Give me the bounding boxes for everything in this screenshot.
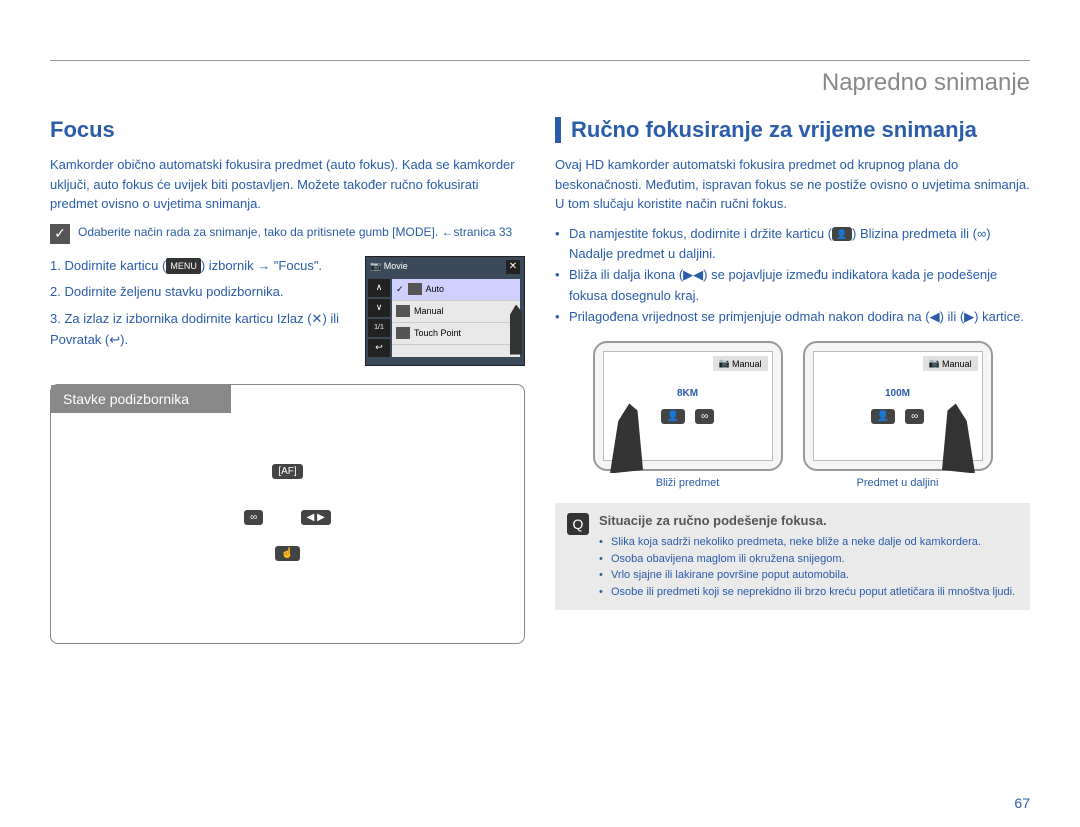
- camera-screen: 📷 Movie ✕ ∧ ∨ 1/1 ↩ ✓Auto Manual Touch P…: [365, 256, 525, 366]
- menu-item-manual[interactable]: Manual: [392, 301, 520, 323]
- device-near-caption: Bliži predmet: [593, 477, 783, 489]
- page-header: Napredno snimanje: [50, 69, 1030, 97]
- bullet-1: Da namjestite fokus, dodirnite i držite …: [555, 224, 1030, 266]
- up-icon[interactable]: ∧: [368, 279, 390, 297]
- device-far: 📷 Manual 100M 👤 ∞ Predmet u daljini: [803, 341, 993, 489]
- menu-manual-label: Manual: [414, 306, 444, 316]
- tip-4: Osobe ili predmeti koji se neprekidno il…: [599, 584, 1018, 601]
- bullet-3: Prilagođena vrijednost se primjenjuje od…: [555, 307, 1030, 328]
- far-right-icon[interactable]: ∞: [905, 409, 924, 424]
- bullet-2: Bliža ili dalja ikona (▶◀) se pojavljuje…: [555, 265, 1030, 307]
- bullet-list: Da namjestite fokus, dodirnite i držite …: [555, 224, 1030, 328]
- far-left-icon[interactable]: 👤: [871, 409, 895, 424]
- tips-box: Q Situacije za ručno podešenje fokusa. S…: [555, 503, 1030, 610]
- menu-tag-icon: MENU: [166, 258, 201, 274]
- device-far-value: 100M: [885, 388, 910, 399]
- af-pill-icon: [AF]: [272, 464, 302, 479]
- tip-3: Vrlo sjajne ili lakirane površine poput …: [599, 567, 1018, 584]
- tips-title: Situacije za ručno podešenje fokusa.: [599, 513, 1018, 528]
- right-column: Ručno fokusiranje za vrijeme snimanja Ov…: [555, 117, 1030, 644]
- device-near-label: 📷 Manual: [713, 356, 768, 371]
- person-inline-icon: 👤: [832, 227, 852, 241]
- step-3: 3. Za izlaz iz izbornika dodirnite karti…: [50, 309, 353, 351]
- step1-post: ) izbornik → "Focus".: [201, 258, 322, 273]
- note-text: Odaberite način rada za snimanje, tako d…: [78, 224, 512, 244]
- near-right-icon[interactable]: ∞: [695, 409, 714, 424]
- left-heading: Focus: [50, 117, 525, 143]
- right-p1: Ovaj HD kamkorder automatski fokusira pr…: [555, 155, 1030, 214]
- tips-icon: Q: [567, 513, 589, 535]
- device-near-value: 8KM: [677, 388, 698, 399]
- step3-text: Za izlaz iz izbornika dodirnite karticu …: [50, 311, 339, 347]
- touch-icon: [396, 327, 410, 339]
- infinity-pill-icon: ∞: [244, 510, 263, 525]
- left-intro: Kamkorder obično automatski fokusira pre…: [50, 155, 525, 214]
- step-1: 1. Dodirnite karticu (MENU) izbornik → "…: [50, 256, 353, 277]
- screen-movie-label: 📷 Movie: [370, 261, 408, 272]
- close-icon[interactable]: ✕: [506, 260, 520, 274]
- menu-item-touch[interactable]: Touch Point: [392, 323, 520, 345]
- step-2: 2. Dodirnite željenu stavku podizbornika…: [50, 282, 353, 303]
- step1-pre: Dodirnite karticu (: [64, 258, 166, 273]
- device-far-label: 📷 Manual: [923, 356, 978, 371]
- touch-pill-icon: ☝: [275, 546, 299, 561]
- auto-icon: [408, 283, 422, 295]
- page-number: 67: [1014, 795, 1030, 811]
- check-icon: ✓: [50, 224, 70, 244]
- heading-bar: [555, 117, 561, 143]
- near-left-icon[interactable]: 👤: [661, 409, 685, 424]
- left-column: Focus Kamkorder obično automatski fokusi…: [50, 117, 525, 644]
- menu-item-auto[interactable]: ✓Auto: [392, 279, 520, 301]
- header-divider: [50, 60, 1030, 61]
- menu-touch-label: Touch Point: [414, 328, 461, 338]
- sub-box-title: Stavke podizbornika: [51, 385, 231, 413]
- manual-icon: [396, 305, 410, 317]
- step2-text: Dodirnite željenu stavku podizbornika.: [64, 284, 283, 299]
- steps-list: 1. Dodirnite karticu (MENU) izbornik → "…: [50, 256, 353, 357]
- sub-items-box: Stavke podizbornika [AF] ∞ ◀ ▶ ☝: [50, 384, 525, 644]
- device-near: 📷 Manual 8KM 👤 ∞ Bliži predmet: [593, 341, 783, 489]
- device-far-caption: Predmet u daljini: [803, 477, 993, 489]
- note-row: ✓ Odaberite način rada za snimanje, tako…: [50, 224, 525, 244]
- tip-1: Slika koja sadrži nekoliko predmeta, nek…: [599, 534, 1018, 551]
- nav-pill-icon: ◀ ▶: [301, 510, 331, 525]
- down-icon[interactable]: ∨: [368, 299, 390, 317]
- page-indicator: 1/1: [368, 319, 390, 337]
- tip-2: Osoba obavijena maglom ili okružena snij…: [599, 551, 1018, 568]
- back-icon[interactable]: ↩: [368, 339, 390, 357]
- menu-auto-label: Auto: [426, 284, 445, 294]
- right-heading: Ručno fokusiranje za vrijeme snimanja: [571, 117, 977, 143]
